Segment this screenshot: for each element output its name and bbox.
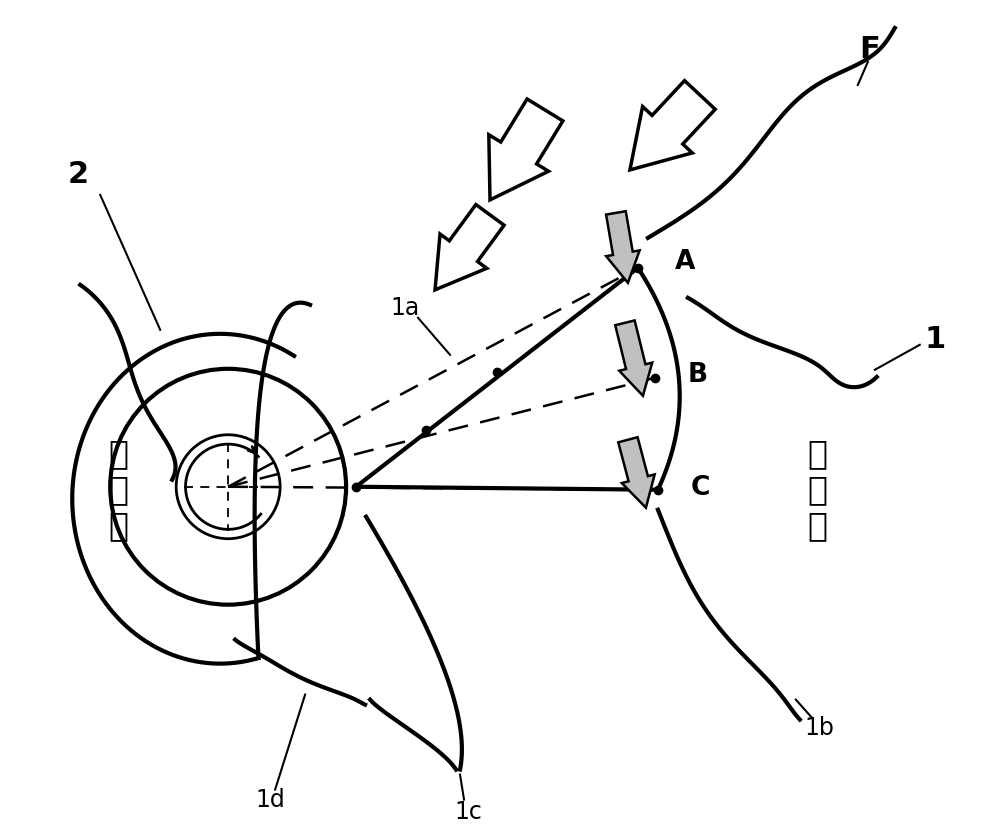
Text: A: A <box>675 249 695 275</box>
Text: 1b: 1b <box>805 715 835 739</box>
Text: 外
周
側: 外 周 側 <box>808 437 828 542</box>
Polygon shape <box>618 437 655 508</box>
Text: F: F <box>859 36 880 65</box>
Polygon shape <box>606 211 640 283</box>
Polygon shape <box>435 204 504 289</box>
Text: 内
周
側: 内 周 側 <box>108 437 128 542</box>
Text: 1: 1 <box>924 325 945 354</box>
Text: 2: 2 <box>68 160 89 189</box>
Text: 1a: 1a <box>390 296 420 320</box>
Circle shape <box>110 369 346 605</box>
Text: C: C <box>690 475 710 500</box>
Polygon shape <box>615 320 652 396</box>
Text: 1c: 1c <box>454 800 482 824</box>
Text: B: B <box>688 361 708 388</box>
Polygon shape <box>489 99 563 200</box>
Polygon shape <box>630 80 715 170</box>
Text: 1d: 1d <box>255 787 285 811</box>
